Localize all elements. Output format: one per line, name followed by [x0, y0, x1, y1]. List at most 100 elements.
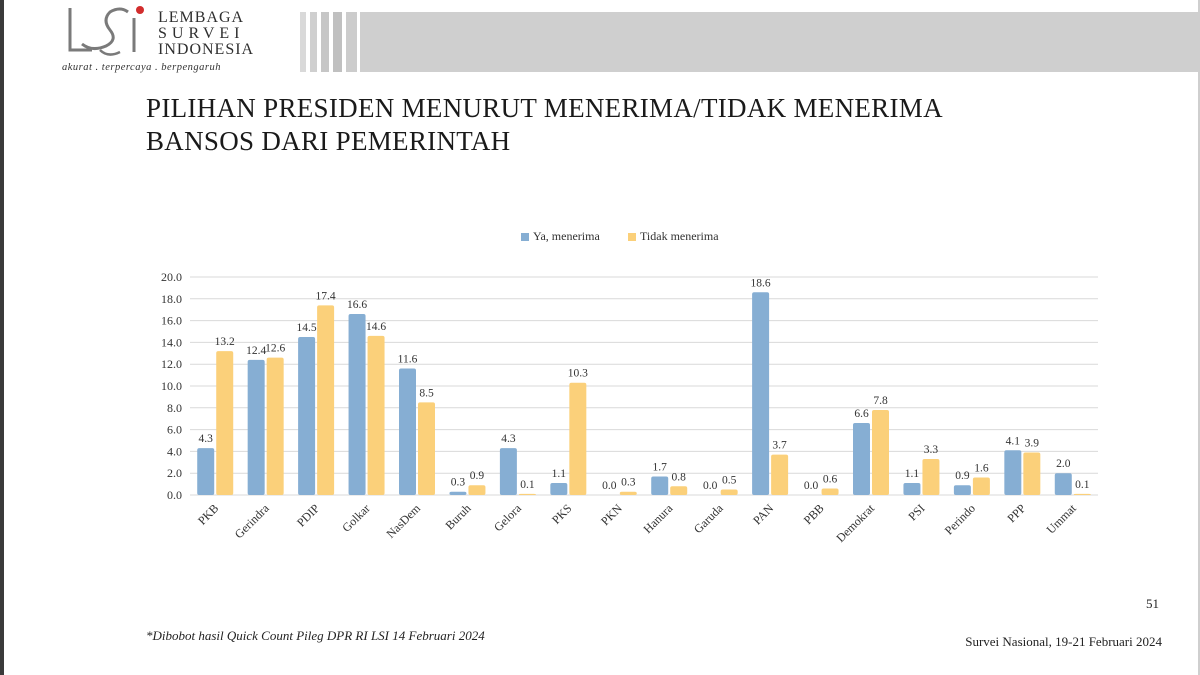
x-tick-label: Ummat [1044, 501, 1080, 537]
y-tick-label: 2.0 [167, 466, 182, 480]
data-label: 4.1 [1006, 435, 1021, 447]
data-label: 4.3 [501, 433, 516, 445]
x-tick-label: Gerindra [232, 501, 273, 542]
bar-ya [903, 483, 921, 495]
lsi-logo-mark [68, 6, 144, 56]
data-label: 18.6 [751, 277, 771, 289]
left-border [0, 0, 4, 675]
bar-tidak [418, 402, 435, 495]
bar-ya [651, 476, 669, 495]
x-tick-label: PDIP [294, 501, 323, 530]
data-label: 0.0 [703, 480, 718, 492]
data-label: 16.6 [347, 299, 367, 311]
logo-tagline: akurat . terpercaya . berpengaruh [62, 62, 221, 73]
data-label: 0.1 [520, 479, 535, 491]
data-label: 2.0 [1056, 458, 1071, 470]
bar-ya [1054, 473, 1072, 495]
bar-tidak [317, 305, 335, 495]
y-tick-label: 18.0 [161, 292, 182, 306]
data-label: 1.1 [905, 468, 920, 480]
chart-legend: Ya, menerima Tidak menerima [140, 225, 1150, 245]
right-border [1198, 0, 1200, 675]
page-title: PILIHAN PRESIDEN MENURUT MENERIMA/TIDAK … [146, 92, 1106, 158]
data-label: 0.9 [470, 470, 485, 482]
data-label: 12.4 [246, 345, 266, 357]
logo-line-2: SURVEI [158, 25, 245, 42]
y-tick-label: 4.0 [167, 444, 182, 458]
y-tick-label: 6.0 [167, 423, 182, 437]
x-tick-label: PAN [750, 501, 776, 527]
data-label: 0.1 [1075, 479, 1090, 491]
x-tick-label: Hanura [640, 501, 675, 536]
y-tick-label: 16.0 [161, 314, 182, 328]
data-label: 0.5 [722, 475, 737, 487]
bar-ya [1004, 450, 1022, 495]
legend-label-ya: Ya, menerima [533, 229, 600, 243]
data-label: 0.9 [955, 470, 970, 482]
data-label: 0.8 [672, 471, 687, 483]
data-label: 0.6 [823, 473, 838, 485]
data-label: 17.4 [316, 290, 336, 302]
lsi-logo: LEMBAGA SURVEI INDONESIA akurat . terper… [62, 4, 272, 76]
bar-ya [449, 491, 467, 495]
legend-swatch-ya [521, 232, 529, 241]
x-tick-label: Buruh [442, 501, 473, 532]
data-label: 1.6 [974, 463, 989, 475]
legend-item-ya: Ya, menerima [521, 229, 600, 244]
x-tick-label: NasDem [384, 501, 424, 541]
data-label: 10.3 [568, 368, 588, 380]
data-label: 1.1 [552, 468, 567, 480]
data-label: 3.7 [772, 440, 787, 452]
x-tick-label: PKN [598, 501, 625, 528]
x-tick-label: PSI [905, 501, 927, 523]
x-tick-label: PKB [195, 501, 221, 527]
x-tick-label: PBB [801, 501, 827, 527]
data-label: 0.3 [621, 477, 636, 489]
legend-swatch-tidak [628, 232, 636, 241]
x-tick-label: Garuda [691, 501, 726, 536]
bar-chart: Ya, menerima Tidak menerima 0.0 2.0 4.0 6.0… [140, 225, 1150, 565]
bar-tidak [518, 493, 536, 495]
bar-tidak [922, 459, 940, 495]
bar-ya [752, 292, 770, 495]
bar-tidak [670, 486, 688, 495]
data-label: 3.3 [924, 444, 939, 456]
y-tick-label: 20.0 [161, 270, 182, 284]
bar-ya [348, 314, 366, 495]
legend-label-tidak: Tidak menerima [640, 229, 719, 243]
data-label: 7.8 [873, 395, 888, 407]
y-tick-label: 14.0 [161, 335, 182, 349]
bar-tidak [771, 454, 789, 495]
bar-tidak [468, 485, 486, 495]
legend-item-tidak: Tidak menerima [628, 229, 719, 244]
x-tick-label: Gelora [491, 501, 524, 534]
bar-tidak [720, 489, 738, 495]
logo-wordmark: LEMBAGA SURVEI INDONESIA [158, 10, 254, 58]
bar-tidak [872, 409, 889, 495]
data-label: 14.6 [366, 321, 386, 333]
bar-tidak [619, 491, 637, 495]
data-label: 3.9 [1025, 437, 1040, 449]
bar-ya [853, 423, 870, 495]
logo-line-1: LEMBAGA [158, 9, 245, 26]
bar-tidak [821, 488, 839, 495]
title-line-2: BANSOS DARI PEMERINTAH [146, 126, 511, 156]
bar-tidak [266, 357, 284, 495]
data-label: 6.6 [854, 408, 869, 420]
bar-ya [197, 448, 215, 495]
header-stripes [300, 12, 357, 72]
survey-info: Survei Nasional, 19-21 Februari 2024 [965, 634, 1162, 649]
footnote: *Dibobot hasil Quick Count Pileg DPR RI … [146, 628, 485, 643]
bar-ya [953, 485, 971, 495]
bar-ya [298, 336, 316, 495]
chart-plot-area: 0.0 2.0 4.0 6.0 8.0 10.0 12.0 14.0 16.0 18.0 20.0 4… [161, 270, 1098, 545]
data-label: 11.6 [398, 354, 418, 366]
data-label: 12.6 [265, 343, 285, 355]
header-band [360, 12, 1198, 72]
y-tick-label: 8.0 [167, 401, 182, 415]
data-label: 0.3 [451, 477, 466, 489]
title-line-1: PILIHAN PRESIDEN MENURUT MENERIMA/TIDAK … [146, 93, 943, 123]
bar-tidak [972, 477, 990, 495]
data-label: 0.0 [804, 480, 819, 492]
data-label: 8.5 [419, 387, 434, 399]
